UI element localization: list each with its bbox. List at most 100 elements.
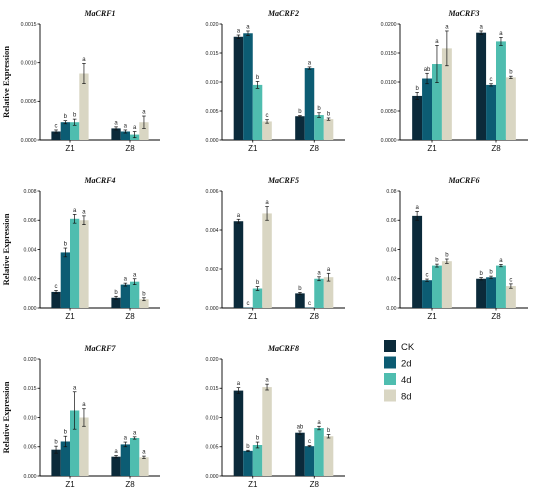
significance-letter: c: [246, 301, 249, 307]
y-tick-label: 0.005: [206, 445, 219, 451]
legend-swatch-2d: [384, 356, 396, 369]
bar-4d-Z8: [496, 265, 506, 308]
significance-letter: ab: [297, 424, 304, 430]
significance-letter: a: [124, 123, 128, 129]
bar-4d-Z1: [252, 84, 263, 140]
significance-letter: a: [317, 420, 321, 426]
significance-letter: c: [426, 273, 429, 279]
bar-4d-Z8: [130, 437, 140, 476]
chart-title: MaCRF1: [83, 9, 115, 18]
y-tick-label: 0.020: [206, 357, 219, 363]
significance-letter: b: [256, 75, 260, 81]
y-tick-label: 0.0015: [21, 22, 37, 28]
bar-4d-Z1: [70, 218, 80, 308]
significance-letter: a: [142, 450, 146, 456]
bar-2d-Z8: [304, 446, 315, 476]
x-category-label: Z8: [125, 312, 135, 321]
y-tick-label: 0.000: [206, 306, 219, 312]
bar-4d-Z8: [314, 115, 324, 140]
bar-2d-Z1: [60, 252, 70, 308]
bar-2d-Z8: [120, 444, 130, 476]
chart-title: MaCRF3: [447, 9, 479, 18]
significance-letter: a: [142, 110, 146, 116]
legend-swatch-4d: [384, 373, 396, 385]
significance-letter: a: [265, 378, 269, 384]
y-tick-label: 0.0000: [21, 138, 37, 144]
bar-2d-Z8: [486, 277, 496, 308]
significance-letter: c: [55, 284, 58, 290]
significance-letter: b: [73, 113, 77, 119]
significance-letter: b: [64, 430, 68, 436]
significance-letter: a: [124, 277, 128, 283]
significance-letter: b: [246, 444, 250, 450]
y-tick-label: 0.0150: [381, 51, 397, 57]
significance-letter: a: [265, 200, 269, 206]
y-tick-label: 0.010: [206, 415, 219, 421]
bar-CK-Z1: [412, 95, 423, 140]
significance-letter: a: [415, 205, 419, 211]
y-tick-label: 0.002: [24, 277, 37, 283]
bar-8d-Z8: [139, 122, 149, 140]
significance-letter: c: [509, 277, 512, 283]
significance-letter: c: [55, 123, 58, 129]
x-category-label: Z1: [427, 312, 437, 321]
bar-4d-Z8: [130, 281, 140, 308]
bar-8d-Z8: [139, 457, 149, 476]
y-tick-label: 0.0050: [381, 109, 397, 115]
y-tick-label: 0.015: [206, 51, 219, 57]
significance-letter: b: [142, 291, 146, 297]
y-tick-label: 0.004: [206, 228, 219, 234]
y-tick-label: 0.0000: [381, 138, 397, 144]
y-tick-label: 0.000: [206, 474, 219, 480]
bar-8d-Z1: [441, 261, 452, 308]
y-tick-label: 0.000: [24, 474, 37, 480]
bar-4d-Z1: [432, 265, 442, 308]
bar-CK-Z8: [295, 293, 305, 308]
chart-panel-7: MaCRF7 Relative Expression 0.000 0.005 0.010…: [1, 344, 160, 489]
significance-letter: a: [435, 39, 439, 45]
y-tick-label: 0.004: [24, 247, 37, 253]
y-tick-label: 0.0010: [21, 60, 37, 66]
significance-letter: a: [114, 449, 118, 455]
chart-title: MaCRF2: [267, 9, 299, 18]
bar-4d-Z8: [496, 41, 506, 140]
bar-CK-Z8: [111, 297, 121, 308]
significance-letter: a: [479, 24, 483, 30]
significance-letter: a: [237, 213, 241, 219]
bar-4d-Z8: [314, 278, 324, 308]
bar-4d-Z1: [252, 288, 263, 308]
significance-letter: a: [133, 272, 137, 278]
significance-letter: a: [237, 29, 241, 35]
significance-letter: b: [317, 106, 321, 112]
significance-letter: b: [327, 111, 331, 117]
significance-letter: b: [479, 271, 483, 277]
legend-label-4d: 4d: [401, 375, 412, 386]
y-tick-label: 0.006: [206, 189, 219, 195]
bar-8d-Z1: [262, 121, 272, 140]
significance-letter: b: [298, 109, 302, 115]
legend-label-8d: 8d: [401, 392, 412, 403]
chart-panel-4: MaCRF4 Relative Expression 0.000 0.002 0.004…: [1, 176, 160, 321]
significance-letter: c: [308, 439, 311, 445]
bar-CK-Z8: [476, 278, 487, 308]
y-tick-label: 0.06: [386, 218, 396, 224]
bar-2d-Z8: [304, 68, 315, 140]
x-category-label: Z1: [248, 144, 258, 153]
x-category-label: Z1: [65, 312, 75, 321]
significance-letter: a: [308, 60, 312, 66]
y-tick-label: 0.08: [386, 189, 396, 195]
chart-title: MaCRF6: [447, 176, 479, 185]
bar-2d-Z1: [60, 122, 70, 140]
bar-8d-Z8: [139, 299, 149, 308]
significance-letter: a: [327, 267, 331, 273]
significance-letter: b: [298, 286, 302, 292]
bar-CK-Z1: [233, 36, 244, 141]
chart-title: MaCRF8: [267, 344, 299, 353]
significance-letter: b: [509, 70, 513, 76]
chart-title: MaCRF7: [83, 344, 116, 353]
bar-2d-Z8: [120, 284, 130, 308]
y-tick-label: 0.005: [24, 445, 37, 451]
bar-8d-Z1: [79, 73, 89, 140]
